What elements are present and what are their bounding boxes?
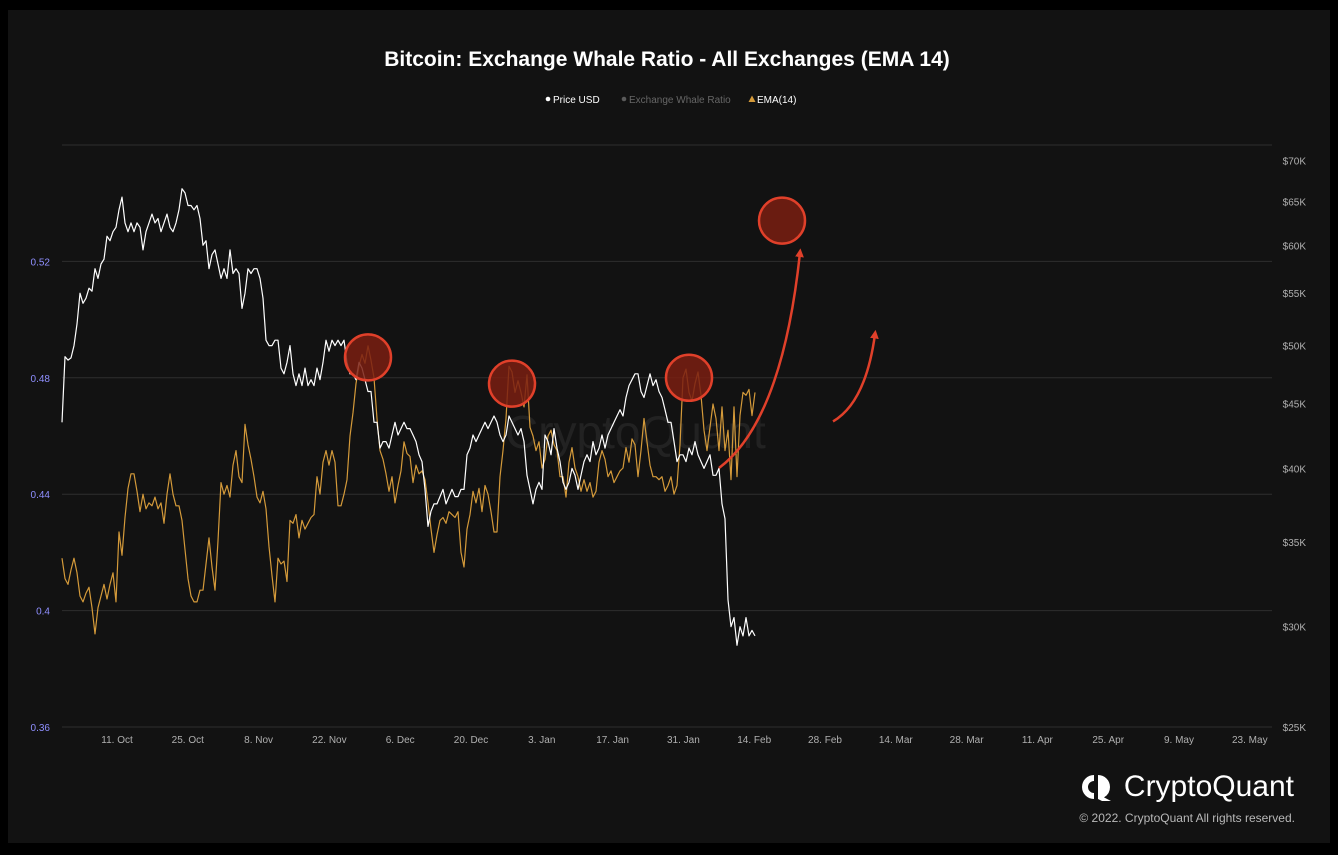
trend-arrow bbox=[718, 248, 804, 470]
copyright-text: © 2022. CryptoQuant All rights reserved. bbox=[1079, 811, 1295, 825]
x-tick-label: 28. Mar bbox=[950, 735, 985, 746]
right-axis: $25K $30K $35K $40K $45K $50K $55K $60K $65K $70K bbox=[1283, 156, 1307, 734]
x-tick-label: 28. Feb bbox=[808, 735, 842, 746]
x-tick-label: 25. Oct bbox=[172, 735, 204, 746]
left-tick-label: 0.4 bbox=[36, 607, 50, 618]
x-tick-label: 31. Jan bbox=[667, 735, 700, 746]
right-tick-label: $70K bbox=[1283, 156, 1307, 167]
cryptoquant-logo-icon bbox=[1081, 775, 1111, 801]
chart-title: Bitcoin: Exchange Whale Ratio - All Exch… bbox=[384, 48, 950, 71]
right-tick-label: $60K bbox=[1283, 241, 1307, 252]
right-tick-label: $50K bbox=[1283, 342, 1307, 353]
x-tick-label: 11. Oct bbox=[101, 735, 133, 746]
right-tick-label: $35K bbox=[1283, 538, 1307, 549]
right-tick-label: $45K bbox=[1283, 400, 1307, 411]
x-tick-label: 20. Dec bbox=[454, 735, 488, 746]
x-tick-label: 11. Apr bbox=[1022, 735, 1054, 746]
legend: Price USD Exchange Whale Ratio EMA(14) bbox=[545, 95, 796, 106]
highlight-circle bbox=[757, 196, 807, 245]
right-tick-label: $65K bbox=[1283, 197, 1307, 208]
price-series-line bbox=[61, 188, 756, 646]
x-tick-label: 14. Feb bbox=[737, 735, 771, 746]
left-tick-label: 0.36 bbox=[31, 723, 51, 734]
legend-marker bbox=[545, 96, 551, 102]
right-tick-label: $40K bbox=[1283, 464, 1307, 475]
ema-series-line bbox=[61, 345, 756, 635]
x-tick-label: 25. Apr bbox=[1092, 735, 1124, 746]
x-tick-label: 3. Jan bbox=[528, 735, 555, 746]
grid-lines bbox=[62, 144, 1272, 728]
left-tick-label: 0.52 bbox=[31, 257, 51, 268]
right-tick-label: $30K bbox=[1283, 623, 1307, 634]
brand-name: CryptoQuant bbox=[1123, 770, 1294, 803]
x-tick-label: 17. Jan bbox=[596, 735, 629, 746]
highlight-circle bbox=[343, 333, 393, 382]
legend-label: Price USD bbox=[553, 95, 600, 106]
chart-frame bbox=[8, 10, 1330, 843]
left-axis: 0.36 0.4 0.44 0.48 0.52 bbox=[31, 257, 51, 734]
brand-logo: CryptoQuant bbox=[1078, 770, 1294, 804]
legend-marker bbox=[621, 96, 627, 102]
legend-label: EMA(14) bbox=[757, 95, 796, 106]
legend-label: Exchange Whale Ratio bbox=[629, 95, 731, 106]
right-tick-label: $55K bbox=[1283, 289, 1307, 300]
highlight-circle bbox=[664, 353, 714, 403]
x-tick-label: 22. Nov bbox=[312, 735, 346, 746]
x-tick-label: 23. May bbox=[1232, 735, 1268, 746]
legend-marker bbox=[748, 95, 756, 102]
annotations-layer bbox=[343, 196, 879, 470]
trend-arrow bbox=[832, 329, 879, 423]
series-layer bbox=[61, 188, 756, 646]
x-tick-label: 14. Mar bbox=[879, 735, 914, 746]
right-tick-label: $25K bbox=[1283, 723, 1307, 734]
x-tick-label: 6. Dec bbox=[386, 735, 415, 746]
highlight-circle bbox=[487, 359, 537, 408]
x-tick-label: 8. Nov bbox=[244, 735, 273, 746]
x-axis: 11. Oct 25. Oct 8. Nov 22. Nov 6. Dec 20. Dec… bbox=[101, 735, 1267, 746]
left-tick-label: 0.44 bbox=[31, 490, 51, 501]
x-tick-label: 9. May bbox=[1164, 735, 1194, 746]
left-tick-label: 0.48 bbox=[31, 374, 51, 385]
